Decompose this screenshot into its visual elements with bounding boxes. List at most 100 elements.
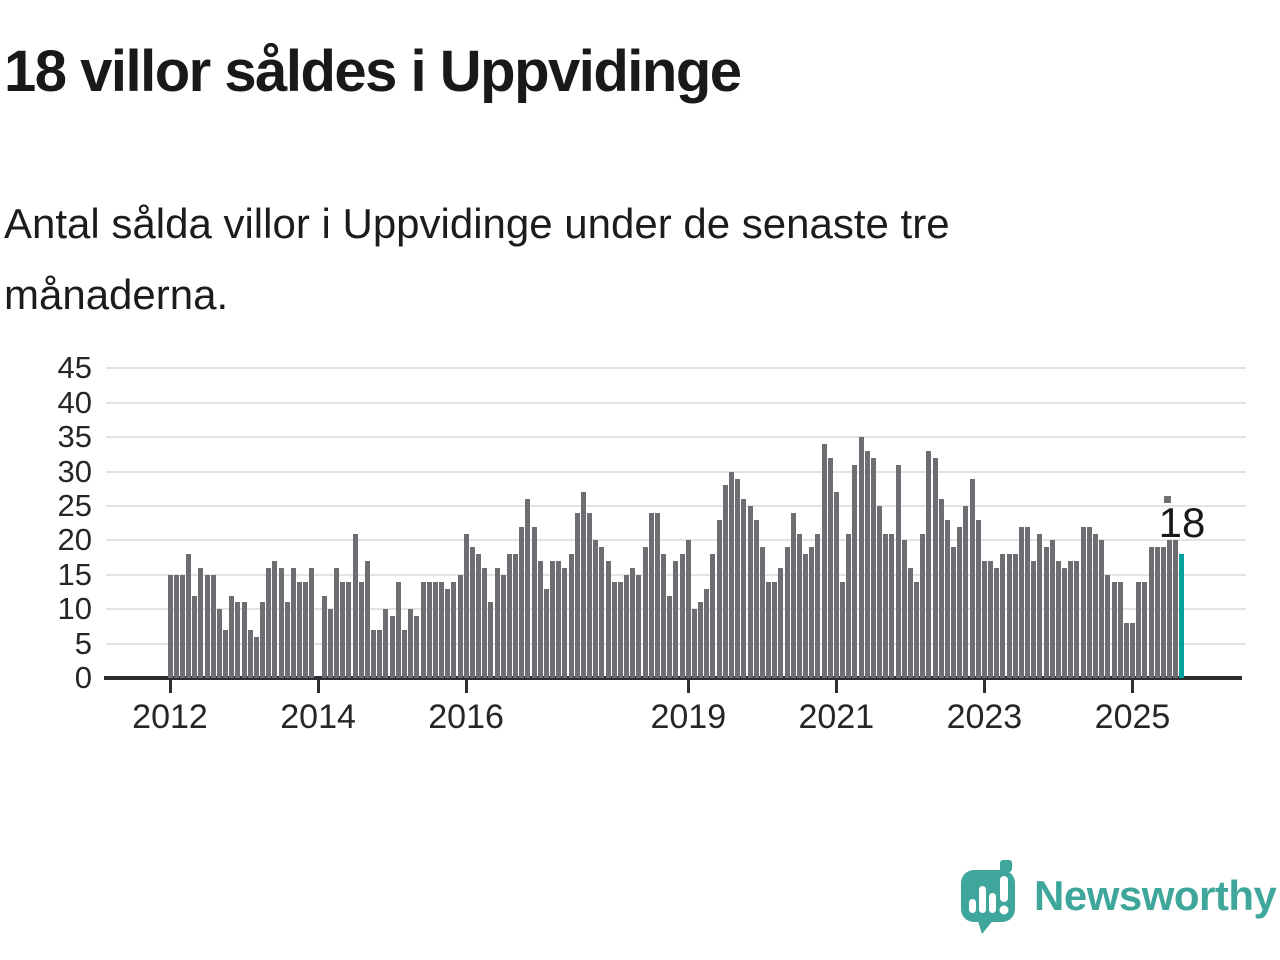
bar [476, 554, 481, 678]
gridline [106, 539, 1246, 542]
bar [661, 554, 667, 678]
bar [587, 512, 592, 678]
bar [735, 478, 741, 678]
bar [926, 451, 932, 678]
x-axis-tick [464, 680, 468, 693]
bar [611, 581, 617, 678]
x-axis-tick [316, 680, 320, 693]
bar [975, 519, 981, 678]
bar [1130, 623, 1135, 678]
bar [531, 526, 537, 678]
bar [599, 547, 605, 678]
bar [451, 581, 457, 678]
bar [1167, 540, 1172, 678]
bar [1105, 574, 1111, 678]
bar [809, 547, 815, 678]
y-axis-tick-label: 25 [57, 488, 92, 524]
bar [938, 499, 944, 678]
bar [846, 533, 852, 678]
bar [167, 574, 173, 678]
bar [445, 588, 451, 678]
bar [1025, 526, 1031, 678]
bar [988, 561, 994, 678]
x-axis-tick-label: 2023 [946, 698, 1023, 736]
bar [728, 471, 734, 678]
bar [352, 533, 358, 678]
bar [1173, 540, 1179, 678]
bar [358, 581, 364, 678]
bar [216, 609, 222, 678]
bar [543, 588, 549, 678]
bar [1099, 540, 1105, 678]
bar [1074, 561, 1080, 678]
bar [1136, 581, 1142, 678]
bar [1000, 554, 1006, 678]
bar [667, 595, 673, 678]
bar [759, 547, 765, 678]
bar [920, 533, 926, 678]
bar [895, 464, 901, 678]
page-title: 18 villor såldes i Uppvidinge [4, 39, 742, 104]
bar [994, 568, 1000, 678]
bar [815, 533, 821, 678]
bar [889, 533, 895, 678]
bar [624, 574, 630, 678]
bar [778, 568, 784, 678]
y-axis-tick-label: 0 [74, 660, 92, 695]
bar [198, 568, 204, 678]
bar [796, 533, 802, 678]
bar [654, 512, 660, 678]
bar [1148, 547, 1154, 678]
bar [519, 526, 525, 678]
bar [698, 602, 704, 678]
x-axis-tick-label: 2021 [798, 698, 875, 736]
bar [710, 554, 716, 678]
x-axis-tick-label: 2025 [1094, 698, 1171, 736]
bar [630, 568, 636, 678]
bar [722, 485, 728, 678]
bar [284, 602, 290, 678]
bar [716, 519, 722, 678]
bar [679, 554, 685, 678]
bar [704, 588, 710, 678]
y-axis-tick-label: 5 [74, 625, 92, 661]
bar [636, 574, 642, 678]
bar [957, 526, 963, 678]
bar [1062, 568, 1068, 678]
bar [648, 512, 654, 678]
bar [488, 602, 494, 678]
bar [463, 533, 469, 678]
bar [1080, 526, 1086, 678]
bar [870, 457, 876, 678]
bar [1123, 623, 1129, 678]
bar [1117, 581, 1123, 678]
bar [432, 581, 438, 678]
bar [580, 492, 586, 678]
bar [1049, 540, 1055, 678]
bar [963, 506, 969, 678]
gridline [106, 401, 1246, 404]
bar [303, 581, 309, 678]
gridline [106, 436, 1246, 439]
bar [482, 568, 488, 678]
bar [1142, 581, 1148, 678]
y-axis-tick-label: 40 [57, 384, 92, 420]
chart-subtitle: Antal sålda villor i Uppvidinge under de… [4, 200, 950, 319]
bar [1093, 533, 1098, 678]
bar [821, 444, 827, 678]
bar [858, 437, 864, 678]
bar [327, 609, 333, 678]
bar [556, 561, 562, 678]
bar [914, 581, 919, 678]
bar [247, 629, 253, 678]
x-axis-tick [686, 680, 690, 693]
x-axis-tick [982, 680, 986, 693]
bar [340, 581, 346, 678]
bar [944, 519, 950, 678]
bar [278, 568, 284, 678]
bar [1111, 581, 1117, 678]
bar [297, 581, 303, 678]
x-axis-tick-label: 2012 [132, 698, 208, 736]
bar [439, 581, 444, 678]
